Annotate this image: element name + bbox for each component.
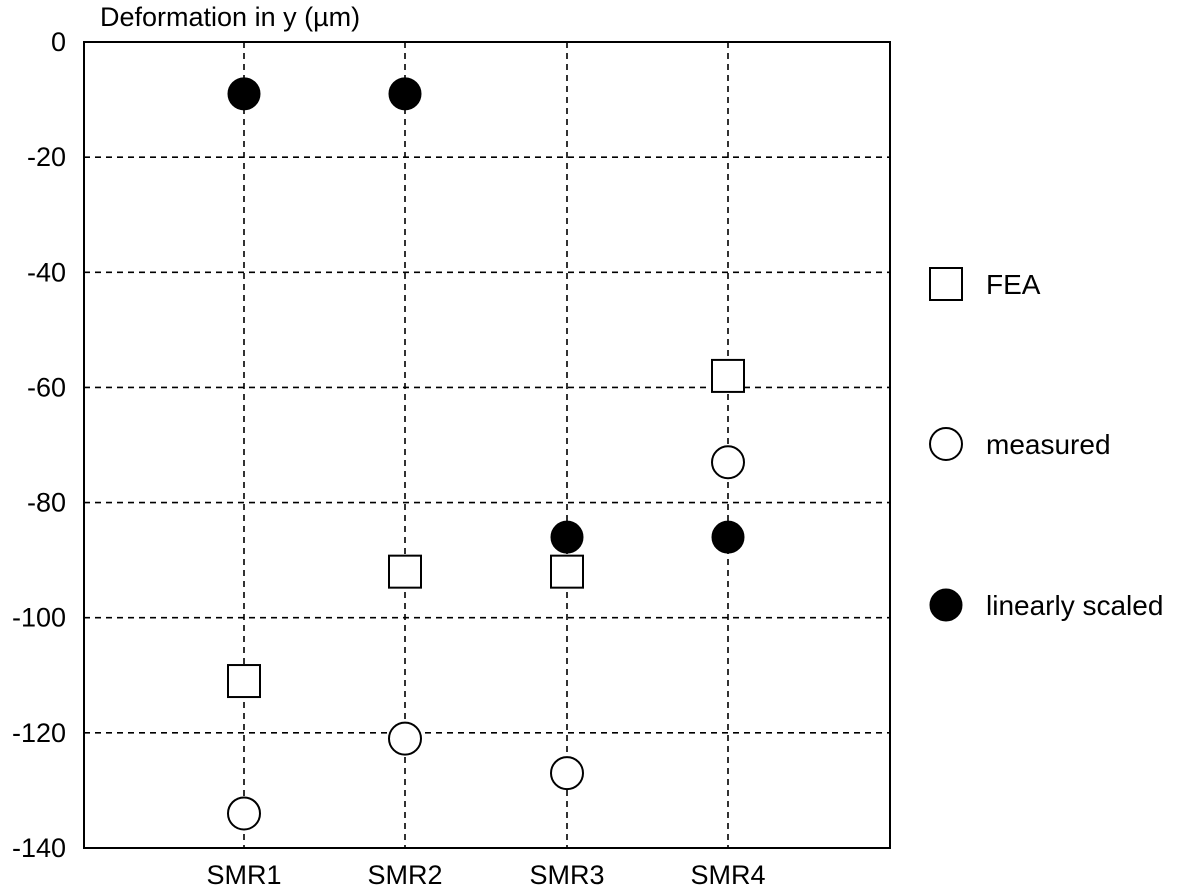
- x-tick-label-smr1: SMR1: [206, 860, 281, 889]
- legend-label-linearly-scaled: linearly scaled: [986, 590, 1163, 621]
- x-tick-label-smr3: SMR3: [529, 860, 604, 889]
- point-fea-smr4: [711, 358, 745, 393]
- y-tick-label: -80: [27, 488, 66, 518]
- y-tick-label: -40: [27, 257, 66, 287]
- plot-area-frame: [83, 41, 891, 849]
- point-measured-smr1: [227, 796, 261, 831]
- point-fea-smr3: [550, 554, 584, 589]
- y-axis-label: Deformation in y (µm): [100, 2, 360, 32]
- y-tick-label: 0: [51, 27, 66, 57]
- y-tick-label: -140: [12, 833, 66, 863]
- x-tick-label-smr4: SMR4: [690, 860, 765, 889]
- point-linearly-scaled-smr2: [388, 77, 422, 111]
- y-tick-label: -120: [12, 718, 66, 748]
- y-tick-label: -20: [27, 142, 66, 172]
- legend-marker-linearly-scaled: [929, 588, 963, 622]
- data-points: [227, 77, 745, 831]
- point-fea-smr2: [388, 554, 422, 589]
- legend: FEA measured linearly scaled: [929, 267, 1163, 622]
- point-fea-smr1: [227, 664, 261, 699]
- y-axis-ticks: 0 -20 -40 -60 -80 -100 -120 -140: [12, 27, 66, 863]
- point-linearly-scaled-smr4: [711, 520, 745, 554]
- grid: [84, 42, 890, 848]
- point-linearly-scaled-smr3: [550, 520, 584, 554]
- x-tick-label-smr2: SMR2: [367, 860, 442, 889]
- y-tick-label: -60: [27, 372, 66, 402]
- legend-marker-fea: [929, 267, 963, 301]
- x-axis-ticks: SMR1 SMR2 SMR3 SMR4: [206, 860, 765, 889]
- y-tick-label: -100: [12, 603, 66, 633]
- point-measured-smr4: [711, 445, 745, 480]
- legend-label-fea: FEA: [986, 269, 1041, 300]
- point-measured-smr2: [388, 721, 422, 756]
- point-linearly-scaled-smr1: [227, 77, 261, 111]
- point-measured-smr3: [550, 756, 584, 791]
- legend-label-measured: measured: [986, 429, 1111, 460]
- legend-marker-measured: [929, 427, 963, 461]
